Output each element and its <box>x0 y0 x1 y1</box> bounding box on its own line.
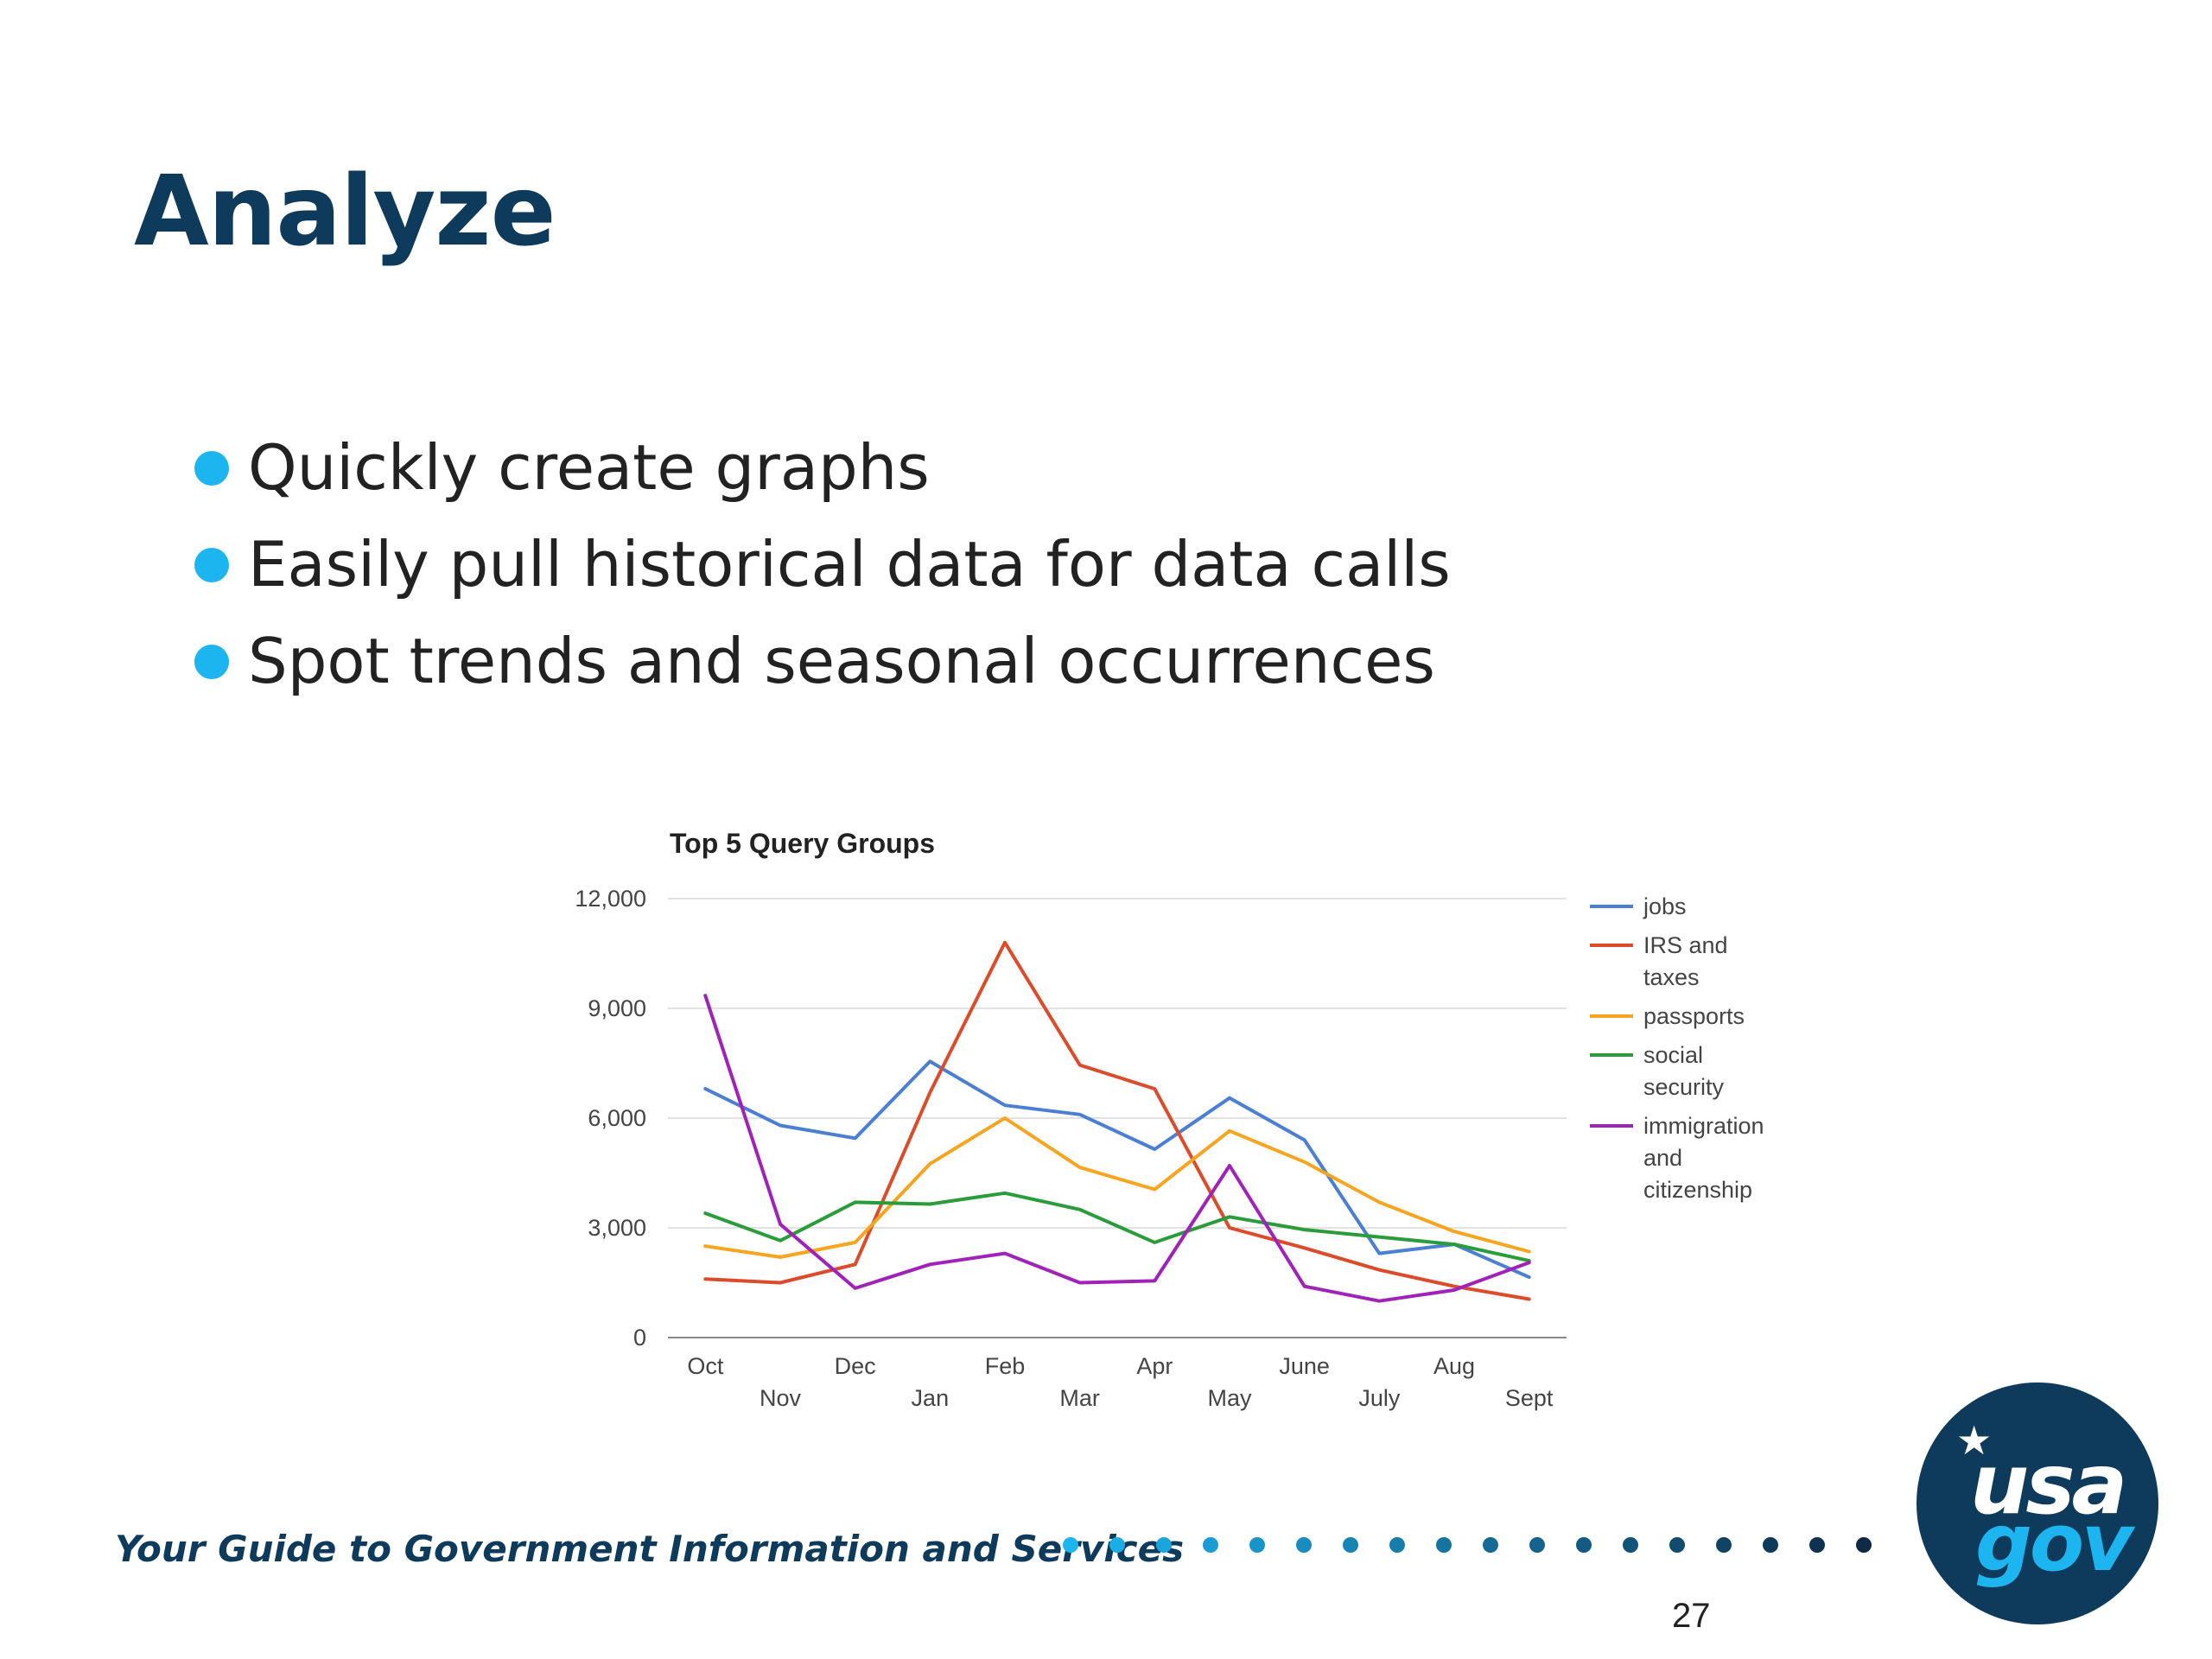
usagov-logo: ★ usa gov <box>1916 1382 2158 1624</box>
bullet-dot-icon <box>194 451 229 486</box>
bullet-dot-icon <box>194 645 229 679</box>
bullet-text: Quickly create graphs <box>248 431 930 504</box>
legend-label: passports <box>1643 1003 1745 1029</box>
x-tick-label: Nov <box>760 1385 802 1411</box>
x-tick-label: Dec <box>835 1353 876 1379</box>
footer-dot <box>1343 1537 1358 1553</box>
line-chart: Top 5 Query Groups 0 3,000 6,000 9,000 12,00… <box>575 828 1764 1411</box>
footer-dot <box>1389 1537 1405 1553</box>
x-tick-label: Jan <box>912 1385 950 1411</box>
y-tick-label: 3,000 <box>588 1215 646 1241</box>
bullet-list: Quickly create graphs Easily pull histor… <box>194 419 1451 709</box>
footer-dot <box>1809 1537 1825 1553</box>
footer-dot <box>1203 1537 1218 1553</box>
page-number: 27 <box>1672 1597 1711 1635</box>
x-tick-label: May <box>1207 1385 1252 1411</box>
y-tick-label: 12,000 <box>575 886 646 912</box>
series-line-social-security <box>703 1191 1531 1263</box>
x-tick-label: Mar <box>1059 1385 1100 1411</box>
x-tick-label: Aug <box>1433 1353 1475 1379</box>
y-tick-label: 6,000 <box>588 1105 646 1131</box>
x-tick-label: Sept <box>1505 1385 1554 1411</box>
footer-dot <box>1716 1537 1732 1553</box>
bullet-text: Easily pull historical data for data cal… <box>248 528 1451 601</box>
footer-dot <box>1249 1537 1265 1553</box>
footer-dot <box>1296 1537 1312 1553</box>
x-tick-label: June <box>1279 1353 1330 1379</box>
x-tick-label: Feb <box>985 1353 1026 1379</box>
chart-title: Top 5 Query Groups <box>670 828 935 859</box>
footer-dot <box>1156 1537 1172 1553</box>
bullet-item: Quickly create graphs <box>194 419 1451 516</box>
y-tick-label: 0 <box>633 1325 646 1351</box>
footer-dot <box>1529 1537 1545 1553</box>
logo-text-bottom: gov <box>1975 1497 2133 1589</box>
x-tick-label: July <box>1358 1385 1401 1411</box>
series-line-passports <box>703 1116 1531 1259</box>
bullet-item: Easily pull historical data for data cal… <box>194 516 1451 613</box>
bullet-item: Spot trends and seasonal occurrences <box>194 613 1451 709</box>
y-tick-label: 9,000 <box>588 995 646 1021</box>
footer-dot <box>1763 1537 1778 1553</box>
bullet-dot-icon <box>194 548 229 582</box>
x-tick-label: Apr <box>1136 1353 1173 1379</box>
footer-dot <box>1856 1537 1872 1553</box>
footer-dot <box>1483 1537 1498 1553</box>
slide-title: Analyze <box>134 156 556 268</box>
series-line-IRS-and-taxes <box>703 940 1531 1301</box>
footer-dot <box>1436 1537 1452 1553</box>
legend-label: immigration and citizenship <box>1643 1113 1764 1203</box>
bullet-text: Spot trends and seasonal occurrences <box>248 625 1435 697</box>
legend-label: jobs <box>1643 893 1687 919</box>
footer-tagline: Your Guide to Government Information and… <box>115 1528 1185 1570</box>
legend-label: social security <box>1643 1042 1725 1100</box>
star-icon: ★ <box>1956 1418 1993 1463</box>
footer-dots-decoration <box>1063 1537 1892 1558</box>
footer-dot <box>1576 1537 1592 1553</box>
footer-dot <box>1669 1537 1685 1553</box>
logo-text-top: usa <box>1970 1436 2127 1533</box>
legend-label: IRS and taxes <box>1643 932 1728 990</box>
series-line-jobs <box>703 1059 1531 1280</box>
footer-dot <box>1063 1537 1078 1553</box>
x-tick-label: Oct <box>687 1353 724 1379</box>
series-line-immigration-and-citizenship <box>703 994 1531 1303</box>
footer-dot <box>1623 1537 1638 1553</box>
footer-dot <box>1109 1537 1125 1553</box>
